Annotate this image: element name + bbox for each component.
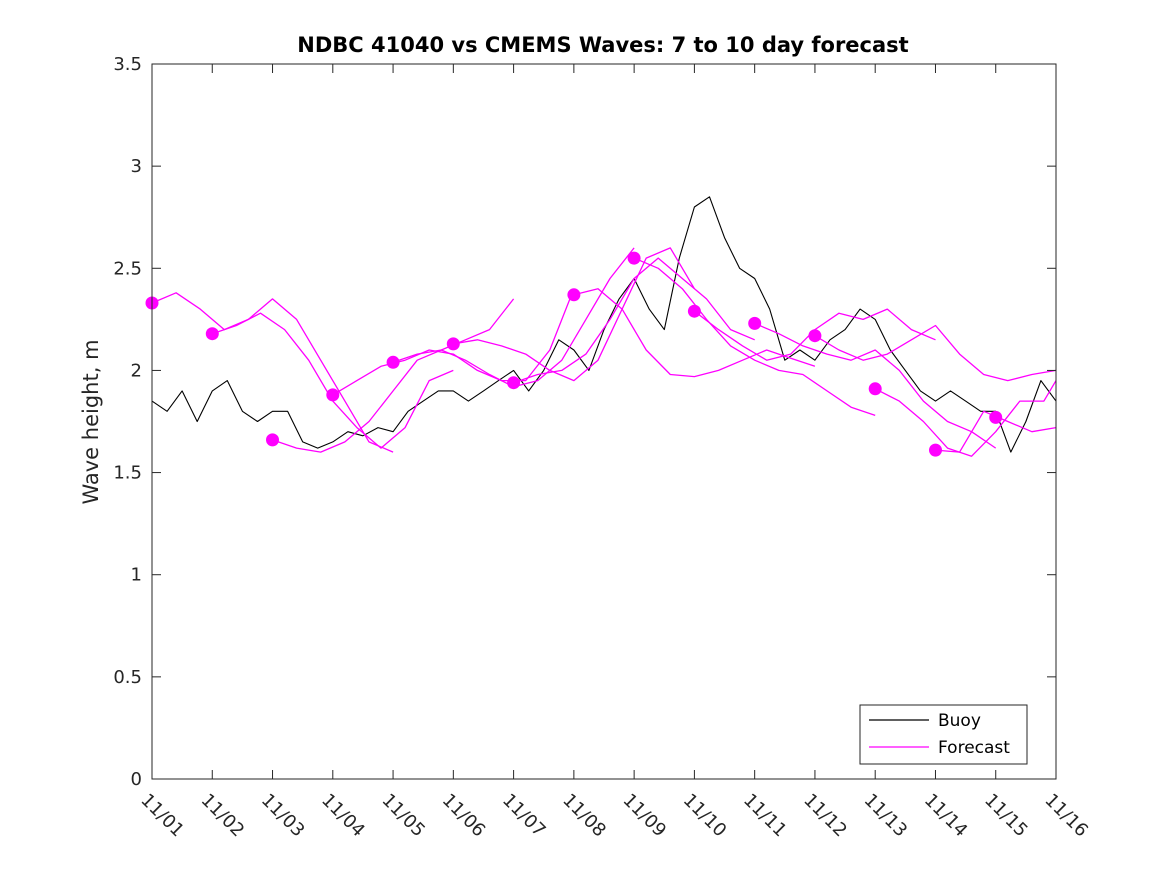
forecast-start-markers: [145, 251, 1003, 457]
forecast-line-12: [814, 324, 1057, 382]
y-tick-label: 0: [131, 769, 142, 790]
forecast-start-marker: [748, 316, 762, 330]
y-axis: 0 0.5 1 1.5 2 2.5 3 3.5: [113, 54, 1056, 790]
buoy-line: [151, 196, 1057, 453]
forecast-line-8: [573, 288, 816, 378]
legend-label-buoy: Buoy: [938, 711, 981, 731]
y-tick-label: 1.5: [113, 463, 142, 484]
forecast-start-marker: [507, 376, 521, 390]
y-tick-label: 3: [131, 156, 142, 177]
legend-label-forecast: Forecast: [938, 738, 1010, 758]
forecast-line-4: [332, 288, 575, 396]
forecast-start-marker: [687, 304, 701, 318]
forecast-start-marker: [989, 410, 1003, 424]
forecast-start-marker: [446, 337, 460, 351]
forecast-line-1: [151, 292, 394, 453]
plot-area: [152, 64, 1056, 779]
forecast-start-marker: [567, 288, 581, 302]
forecast-line-13: [874, 380, 1057, 457]
forecast-start-marker: [266, 433, 279, 447]
legend: Buoy Forecast: [859, 704, 1028, 765]
y-tick-label: 2: [131, 360, 142, 381]
forecast-start-marker: [326, 388, 340, 402]
forecast-start-marker: [627, 251, 641, 265]
chart-title: NDBC 41040 vs CMEMS Waves: 7 to 10 day f…: [297, 33, 908, 57]
forecast-line-9: [633, 257, 876, 417]
axes-box: [151, 63, 1057, 780]
y-axis-label: Wave height, m: [79, 339, 103, 504]
y-tick-label: 2.5: [113, 258, 142, 279]
forecast-line-11: [754, 322, 997, 449]
forecast-line-6: [453, 247, 695, 382]
forecast-start-marker: [808, 329, 822, 343]
legend-box: [859, 704, 1028, 765]
y-tick-label: 3.5: [113, 54, 142, 75]
forecast-line-7: [513, 257, 755, 384]
y-tick-label: 1: [131, 565, 142, 586]
forecast-start-marker: [929, 443, 942, 457]
forecast-start-marker: [386, 355, 400, 369]
y-tick-label: 0.5: [113, 667, 142, 688]
forecast-line-3: [272, 298, 515, 453]
forecast-start-marker: [868, 382, 882, 396]
forecast-start-marker: [205, 327, 219, 341]
